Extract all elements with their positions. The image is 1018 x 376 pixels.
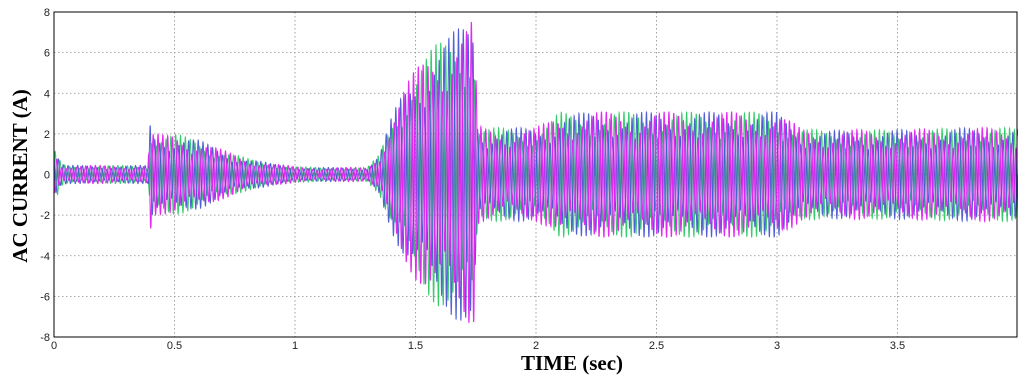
plot-border — [53, 11, 1018, 338]
y-axis-ticks: 8 6 4 2 0 -2 -4 -6 -8 — [40, 7, 50, 344]
y-tick-label: -4 — [40, 251, 50, 263]
x-tick-label: 0.5 — [167, 340, 182, 352]
x-axis-title: TIME (sec) — [521, 351, 623, 375]
y-tick-label: 6 — [44, 48, 50, 60]
phase-b-series — [54, 28, 1018, 321]
plot-frame — [53, 11, 1018, 338]
x-tick-label: 2.5 — [649, 340, 664, 352]
y-tick-label: -2 — [40, 210, 50, 222]
x-tick-label: 0 — [51, 340, 57, 352]
x-tick-label: 1 — [292, 340, 298, 352]
y-axis-title: AC CURRENT (A) — [8, 89, 32, 262]
phase-c-series — [54, 21, 1018, 323]
x-tick-label: 3 — [774, 340, 780, 352]
x-tick-label: 1.5 — [408, 340, 423, 352]
y-tick-label: -8 — [40, 332, 50, 344]
y-tick-label: 4 — [44, 88, 50, 100]
y-tick-label: 2 — [44, 129, 50, 141]
x-tick-label: 3.5 — [890, 340, 905, 352]
x-tick-label: 2 — [533, 340, 539, 352]
y-tick-label: 0 — [44, 170, 50, 182]
waveform-series — [54, 21, 1018, 323]
x-axis-ticks: 0 0.5 1 1.5 2 2.5 3 3.5 — [51, 340, 905, 352]
y-tick-label: 8 — [44, 7, 50, 19]
y-tick-label: -6 — [40, 291, 50, 303]
